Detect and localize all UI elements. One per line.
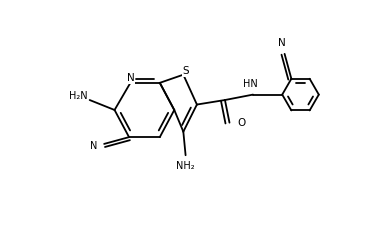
Text: S: S [182, 66, 189, 76]
Text: N: N [278, 38, 286, 49]
Text: HN: HN [243, 79, 258, 89]
Text: NH₂: NH₂ [176, 161, 195, 171]
Text: H₂N: H₂N [69, 91, 87, 101]
Text: N: N [90, 141, 97, 151]
Text: N: N [127, 73, 134, 83]
Text: O: O [238, 118, 246, 128]
